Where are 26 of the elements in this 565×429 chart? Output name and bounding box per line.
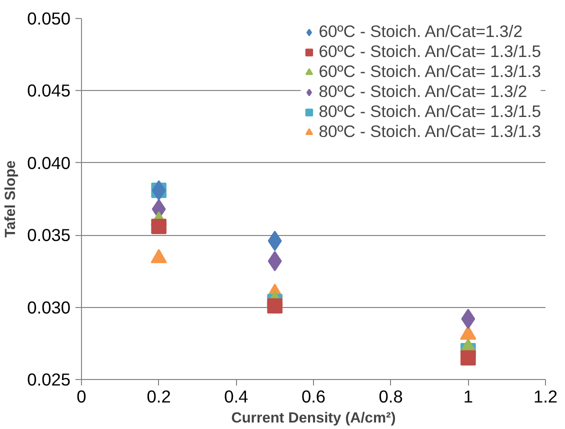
x-axis-title: Current Density (A/cm²)	[231, 410, 396, 426]
legend-label: 80ºC - Stoich. An/Cat= 1.3/2	[318, 82, 528, 102]
y-axis-title: Tafel Slope	[3, 160, 20, 238]
legend-label: 60ºC - Stoich. An/Cat= 1.3/1.5	[318, 42, 541, 62]
legend-label: 60ºC - Stoich. An/Cat= 1.3/1.3	[318, 62, 541, 82]
y-tick-label: 0.030	[27, 297, 71, 318]
x-tick-label: 1	[463, 386, 473, 406]
x-tick-label: 0.8	[378, 386, 403, 406]
x-tick-label: 0.4	[224, 386, 249, 406]
x-tick-label: 0	[76, 386, 86, 406]
legend-label: 60ºC - Stoich. An/Cat=1.3/2	[318, 22, 522, 42]
x-tick-label: 0.6	[301, 386, 326, 406]
point	[151, 218, 166, 234]
point	[461, 308, 476, 329]
point	[267, 298, 282, 314]
legend-label: 80ºC - Stoich. An/Cat= 1.3/1.5	[318, 102, 541, 122]
x-tick-label: 1.2	[533, 386, 558, 406]
y-tick-label: 0.040	[27, 152, 71, 173]
legend-label: 80ºC - Stoich. An/Cat= 1.3/1.3	[318, 122, 541, 142]
y-tick-label: 0.050	[27, 8, 71, 28]
y-tick-label: 0.035	[27, 225, 71, 246]
y-tick-label: 0.025	[27, 370, 71, 390]
y-tick-label: 0.045	[27, 80, 71, 101]
point	[152, 180, 166, 200]
point	[460, 350, 476, 366]
x-tick-label: 0.2	[146, 386, 171, 406]
